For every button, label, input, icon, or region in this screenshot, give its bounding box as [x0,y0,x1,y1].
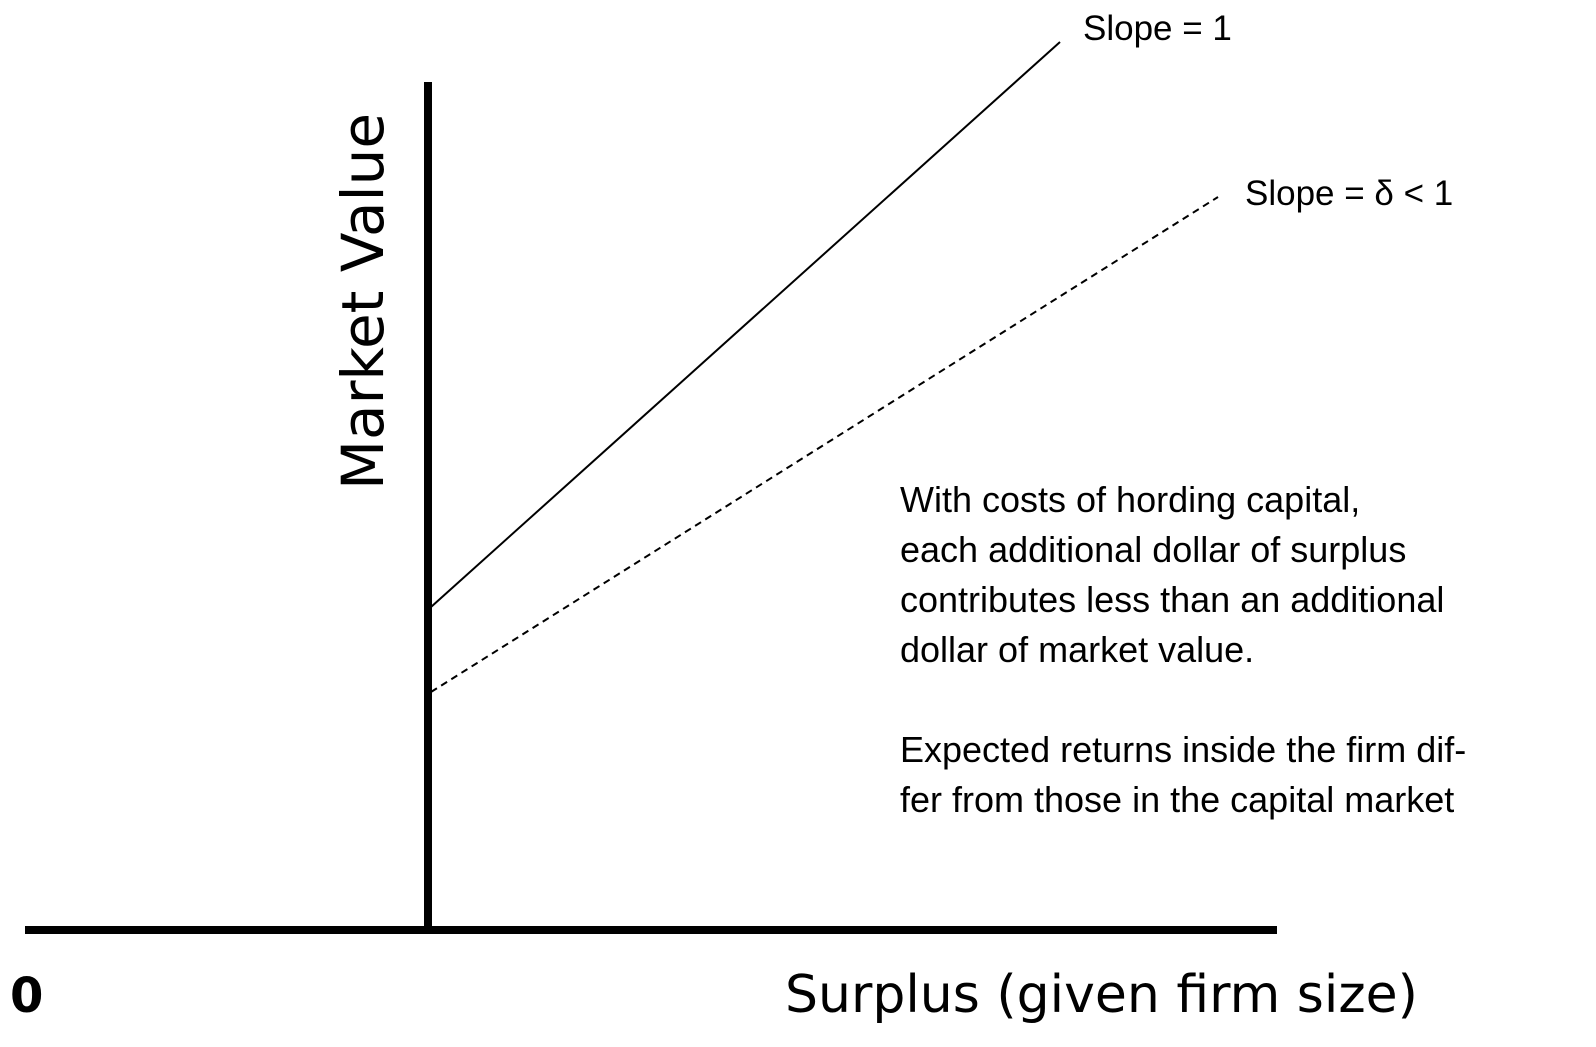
y-axis-label: Market Value [329,113,397,490]
note-line: With costs of hording capital, [900,479,1360,520]
note-line: dollar of market value. [900,629,1254,670]
x-axis-label: Surplus (given firm size) [785,965,1418,1025]
note-line: each additional dollar of surplus [900,529,1406,570]
slope-delta-line [430,196,1219,693]
note: With costs of hording capital, each addit… [900,479,1466,820]
note-line: Expected returns inside the firm dif- [900,729,1466,770]
note-line: fer from those in the capital market [900,779,1454,820]
slope-delta-label: Slope = δ < 1 [1245,174,1453,213]
note-line: contributes less than an additional [900,579,1444,620]
slope-one-line [430,41,1061,608]
slope-one-label: Slope = 1 [1083,9,1232,48]
origin-label: 0 [10,968,43,1024]
